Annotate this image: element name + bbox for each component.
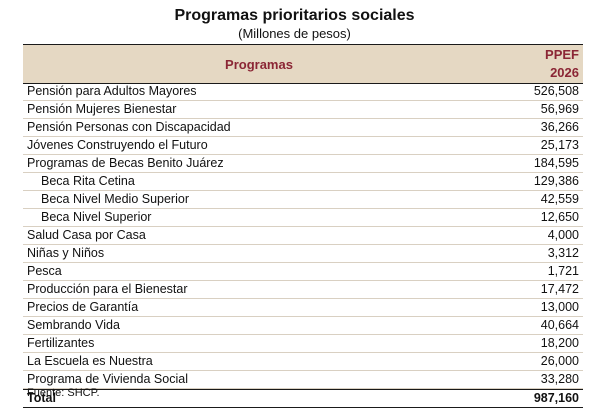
table-row-sub: Beca Rita Cetina 129,386	[23, 173, 583, 191]
row-value: 56,969	[540, 102, 579, 116]
row-label: Pensión para Adultos Mayores	[27, 84, 197, 98]
row-label: Jóvenes Construyendo el Futuro	[27, 138, 208, 152]
header-ppef-2026: PPEF 2026	[499, 46, 579, 82]
table-row: Pesca 1,721	[23, 263, 583, 281]
table-row: Programa de Vivienda Social 33,280	[23, 371, 583, 389]
row-label: Beca Nivel Superior	[41, 210, 152, 224]
row-value: 526,508	[533, 84, 579, 98]
row-label: Sembrando Vida	[27, 318, 120, 332]
table-row-total: Total 987,160	[23, 389, 583, 408]
table-row-sub: Beca Nivel Medio Superior 42,559	[23, 191, 583, 209]
row-value: 184,595	[533, 156, 579, 170]
table-body: Pensión para Adultos Mayores 526,508 Pens…	[23, 83, 583, 408]
table-row: Fertilizantes 18,200	[23, 335, 583, 353]
row-value: 1,721	[547, 264, 579, 278]
table-subtitle: (Millones de pesos)	[238, 26, 351, 41]
table-row: Pensión Mujeres Bienestar 56,969	[23, 101, 583, 119]
table-row: Programas de Becas Benito Juárez 184,595	[23, 155, 583, 173]
table-row: Niñas y Niños 3,312	[23, 245, 583, 263]
source-note: Fuente: SHCP.	[27, 387, 100, 399]
table-row: Pensión para Adultos Mayores 526,508	[23, 83, 583, 101]
table-row: Jóvenes Construyendo el Futuro 25,173	[23, 137, 583, 155]
row-label: Programa de Vivienda Social	[27, 372, 188, 386]
row-label: Pesca	[27, 264, 62, 278]
row-value: 42,559	[540, 192, 579, 206]
row-label: La Escuela es Nuestra	[27, 354, 153, 368]
table-header: Programas PPEF 2026	[23, 44, 583, 84]
row-label: Beca Nivel Medio Superior	[41, 192, 189, 206]
table-title: Programas prioritarios sociales	[174, 7, 415, 24]
row-label: Producción para el Bienestar	[27, 282, 188, 296]
table-row: Salud Casa por Casa 4,000	[23, 227, 583, 245]
row-value: 13,000	[540, 300, 579, 314]
row-label: Pensión Personas con Discapacidad	[27, 120, 231, 134]
row-value: 12,650	[540, 210, 579, 224]
row-value: 17,472	[540, 282, 579, 296]
row-value: 40,664	[540, 318, 579, 332]
header-year: 2026	[550, 65, 579, 80]
total-value: 987,160	[533, 391, 579, 405]
row-value: 129,386	[533, 174, 579, 188]
table-row: Pensión Personas con Discapacidad 36,266	[23, 119, 583, 137]
row-value: 18,200	[540, 336, 579, 350]
row-value: 36,266	[540, 120, 579, 134]
header-ppef: PPEF	[545, 47, 579, 62]
row-value: 26,000	[540, 354, 579, 368]
row-label: Precios de Garantía	[27, 300, 139, 314]
row-value: 25,173	[540, 138, 579, 152]
row-label: Pensión Mujeres Bienestar	[27, 102, 177, 116]
row-value: 3,312	[547, 246, 579, 260]
row-label: Programas de Becas Benito Juárez	[27, 156, 224, 170]
row-label: Niñas y Niños	[27, 246, 105, 260]
table-row-sub: Beca Nivel Superior 12,650	[23, 209, 583, 227]
row-value: 33,280	[540, 372, 579, 386]
header-programas: Programas	[225, 56, 293, 72]
table-row: Producción para el Bienestar 17,472	[23, 281, 583, 299]
row-label: Beca Rita Cetina	[41, 174, 135, 188]
table-row: Sembrando Vida 40,664	[23, 317, 583, 335]
total-label: Total	[27, 391, 56, 405]
table-row: La Escuela es Nuestra 26,000	[23, 353, 583, 371]
table-row: Precios de Garantía 13,000	[23, 299, 583, 317]
row-label: Fertilizantes	[27, 336, 95, 350]
row-label: Salud Casa por Casa	[27, 228, 146, 242]
row-value: 4,000	[547, 228, 579, 242]
